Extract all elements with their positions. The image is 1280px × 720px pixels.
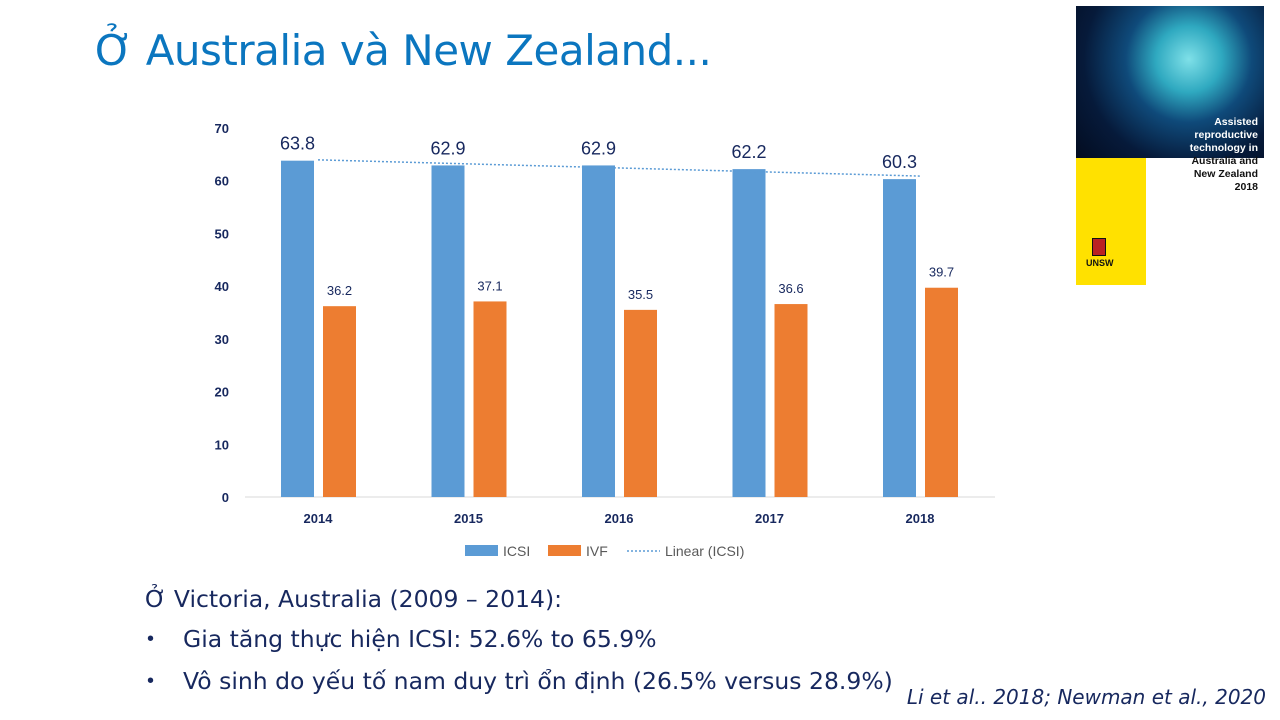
cover-title-line: New Zealand <box>1193 168 1258 180</box>
x-tick-label: 2018 <box>906 511 935 526</box>
bullet-text: Vô sinh do yếu tố nam duy trì ổn định (2… <box>183 667 893 695</box>
trendline-icsi <box>317 159 921 177</box>
legend-label-trendline: Linear (ICSI) <box>665 543 744 559</box>
cover-title: Assisted reproductive technology in Aust… <box>1138 116 1258 194</box>
unsw-crest-icon <box>1092 238 1106 256</box>
y-tick-label: 70 <box>215 121 229 136</box>
bar-ivf <box>323 306 356 497</box>
cover-title-line: Assisted <box>1214 116 1258 128</box>
y-tick-label: 40 <box>215 279 229 294</box>
cover-title-line: 2018 <box>1234 181 1258 193</box>
bar-ivf <box>925 287 958 497</box>
bullet-icon: • <box>147 670 155 692</box>
bar-icsi <box>883 179 916 497</box>
data-label-icsi: 62.9 <box>430 138 465 158</box>
bullet-icon: • <box>147 628 155 650</box>
subheading: Ở Victoria, Australia (2009 – 2014): <box>145 585 563 613</box>
slide-title: Ở Australia và New Zealand... <box>95 26 712 75</box>
data-label-icsi: 63.8 <box>280 134 315 154</box>
x-tick-label: 2014 <box>304 511 334 526</box>
bar-ivf <box>473 301 507 497</box>
cover-title-line: reproductive <box>1194 129 1258 141</box>
y-tick-label: 30 <box>215 332 229 347</box>
unsw-logo: UNSW <box>1086 258 1114 268</box>
data-label-ivf: 37.1 <box>477 278 502 293</box>
legend-label-icsi: ICSI <box>503 543 530 559</box>
bar-icsi <box>431 165 465 498</box>
x-tick-label: 2017 <box>755 511 784 526</box>
bar-ivf <box>624 309 657 497</box>
cover-title-line: technology in <box>1189 142 1258 154</box>
y-tick-label: 50 <box>215 226 229 241</box>
data-label-ivf: 36.6 <box>778 281 803 296</box>
x-tick-label: 2015 <box>454 511 483 526</box>
yellow-band <box>1076 158 1146 285</box>
citation: Li et al.. 2018; Newman et al., 2020 <box>906 685 1266 709</box>
bar-icsi <box>582 165 615 498</box>
y-tick-label: 20 <box>215 385 229 400</box>
data-label-ivf: 35.5 <box>628 287 653 302</box>
data-label-icsi: 60.3 <box>882 152 917 172</box>
bullet-text: Gia tăng thực hiện ICSI: 52.6% to 65.9% <box>183 625 657 653</box>
data-label-icsi: 62.2 <box>731 142 766 162</box>
report-cover-image: Assisted reproductive technology in Aust… <box>1076 6 1264 285</box>
y-tick-label: 60 <box>215 174 229 189</box>
legend-swatch-icsi <box>465 545 498 556</box>
bar-icsi <box>732 169 766 498</box>
data-label-ivf: 39.7 <box>929 265 954 280</box>
bar-icsi <box>281 160 314 497</box>
embryo-photo <box>1076 6 1264 158</box>
cover-title-line: Australia and <box>1191 155 1258 167</box>
data-label-ivf: 36.2 <box>327 283 352 298</box>
data-label-icsi: 62.9 <box>581 138 616 158</box>
y-tick-label: 10 <box>215 437 229 452</box>
legend-label-ivf: IVF <box>586 543 608 559</box>
bar-ivf <box>774 304 808 497</box>
y-tick-label: 0 <box>222 490 229 505</box>
x-tick-label: 2016 <box>605 511 634 526</box>
legend-swatch-ivf <box>548 545 581 556</box>
